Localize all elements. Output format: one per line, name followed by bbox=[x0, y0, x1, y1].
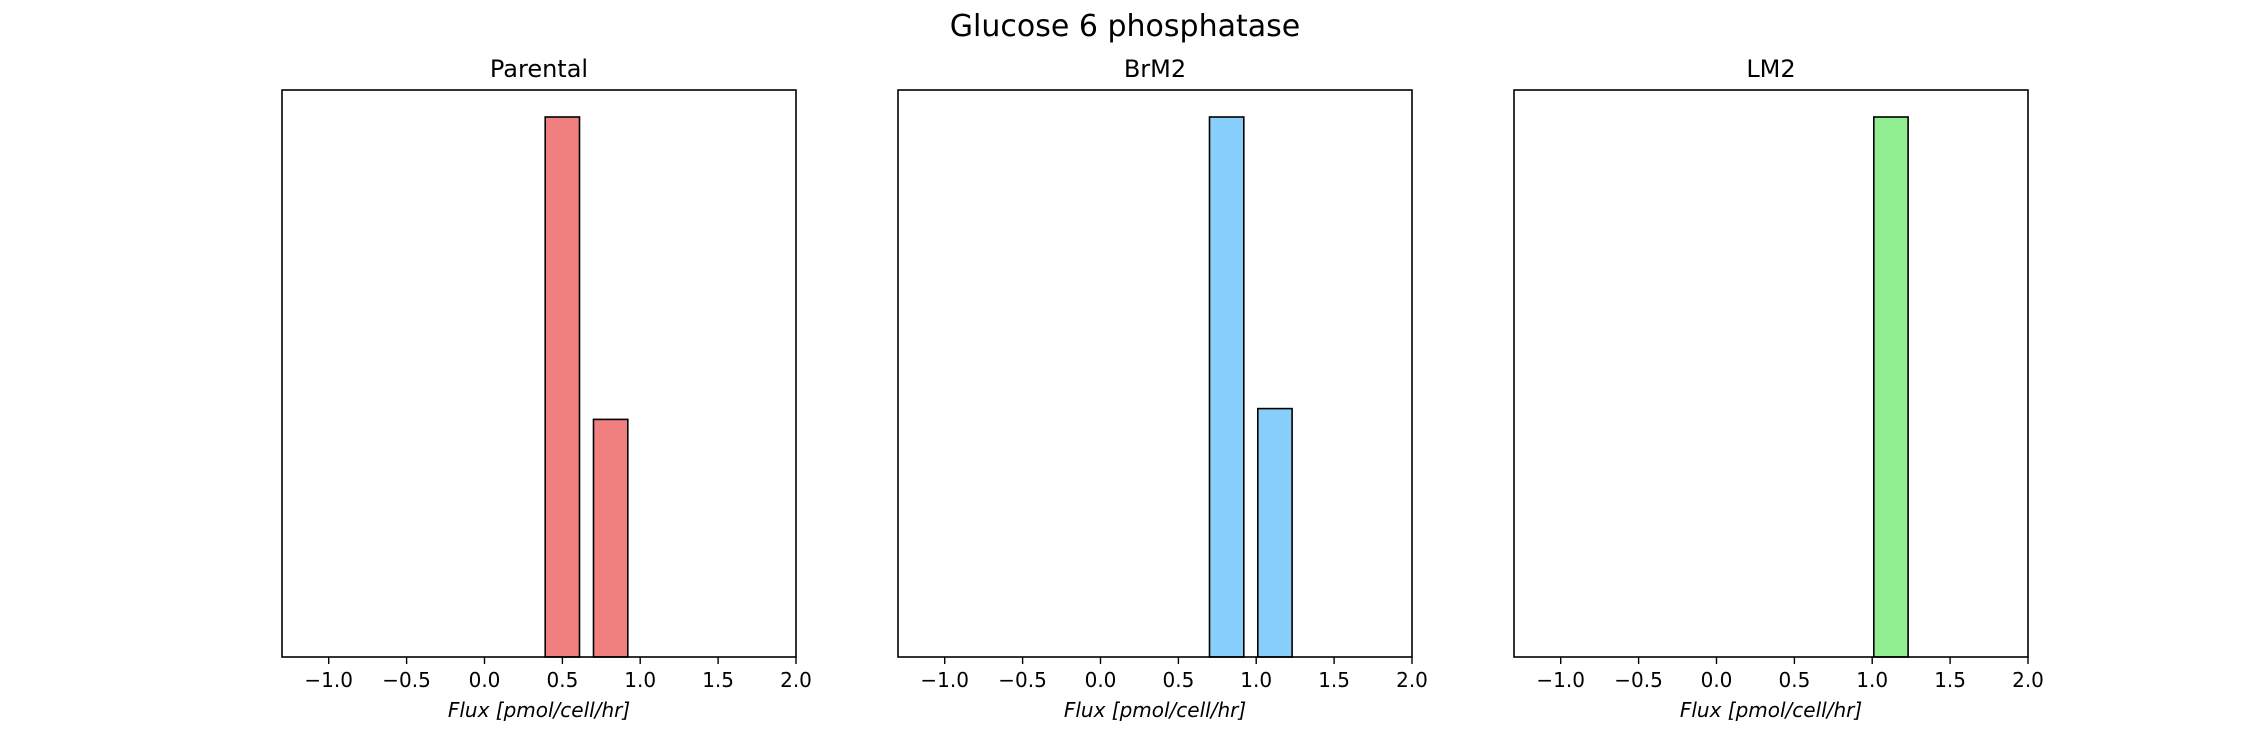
bar-group bbox=[1208, 116, 1293, 658]
axes-frame bbox=[897, 89, 1413, 658]
bar-group bbox=[544, 116, 629, 658]
axes-frame bbox=[281, 89, 797, 658]
figure-title: Glucose 6 phosphatase bbox=[950, 9, 1300, 44]
panel-lm2: LM2 −1.0 −0.5 0.0 0.5 1.0 1.5 2.0 Flux [pmol/c… bbox=[1513, 55, 2044, 722]
x-tick-label: 2.0 bbox=[780, 668, 812, 692]
x-tick-label: 2.0 bbox=[2012, 668, 2044, 692]
x-axis-label: Flux [pmol/cell/hr] bbox=[1680, 698, 1862, 722]
x-tick-label: 0.5 bbox=[546, 668, 578, 692]
x-tick-label: −1.0 bbox=[920, 668, 969, 692]
x-tick-label: 1.0 bbox=[1240, 668, 1272, 692]
histogram-bar bbox=[544, 116, 581, 658]
histogram-bar bbox=[1873, 116, 1909, 658]
panel-brm2: BrM2 −1.0 −0.5 0.0 0.5 1.0 1.5 2.0 Flux [pmol/… bbox=[897, 55, 1428, 722]
panel-parental: Parental −1.0 −0.5 0.0 0.5 1.0 1.5 2.0 Flux [p… bbox=[281, 55, 812, 722]
x-axis-label: Flux [pmol/cell/hr] bbox=[1064, 698, 1246, 722]
x-ticks: −1.0 −0.5 0.0 0.5 1.0 1.5 2.0 bbox=[920, 657, 1428, 692]
panel-title: BrM2 bbox=[1124, 55, 1186, 83]
x-tick-label: 0.0 bbox=[1085, 668, 1117, 692]
x-tick-label: −0.5 bbox=[382, 668, 431, 692]
histogram-bar bbox=[592, 418, 629, 658]
x-tick-label: 1.5 bbox=[1934, 668, 1966, 692]
x-tick-label: −0.5 bbox=[998, 668, 1047, 692]
x-tick-label: 0.0 bbox=[469, 668, 501, 692]
x-tick-label: −0.5 bbox=[1614, 668, 1663, 692]
histogram-bar bbox=[1257, 407, 1293, 658]
x-ticks: −1.0 −0.5 0.0 0.5 1.0 1.5 2.0 bbox=[304, 657, 812, 692]
x-tick-label: 0.5 bbox=[1162, 668, 1194, 692]
panel-title: Parental bbox=[490, 55, 588, 83]
axes-frame bbox=[1513, 89, 2029, 658]
x-tick-label: −1.0 bbox=[1536, 668, 1585, 692]
x-ticks: −1.0 −0.5 0.0 0.5 1.0 1.5 2.0 bbox=[1536, 657, 2044, 692]
x-tick-label: 0.5 bbox=[1778, 668, 1810, 692]
histogram-bar bbox=[1208, 116, 1245, 658]
x-tick-label: 2.0 bbox=[1396, 668, 1428, 692]
x-tick-label: 1.5 bbox=[702, 668, 734, 692]
x-tick-label: 0.0 bbox=[1701, 668, 1733, 692]
bar-group bbox=[1873, 116, 1909, 658]
x-tick-label: 1.0 bbox=[624, 668, 656, 692]
x-tick-label: 1.0 bbox=[1856, 668, 1888, 692]
x-tick-label: 1.5 bbox=[1318, 668, 1350, 692]
x-tick-label: −1.0 bbox=[304, 668, 353, 692]
x-axis-label: Flux [pmol/cell/hr] bbox=[448, 698, 630, 722]
panel-title: LM2 bbox=[1746, 55, 1795, 83]
